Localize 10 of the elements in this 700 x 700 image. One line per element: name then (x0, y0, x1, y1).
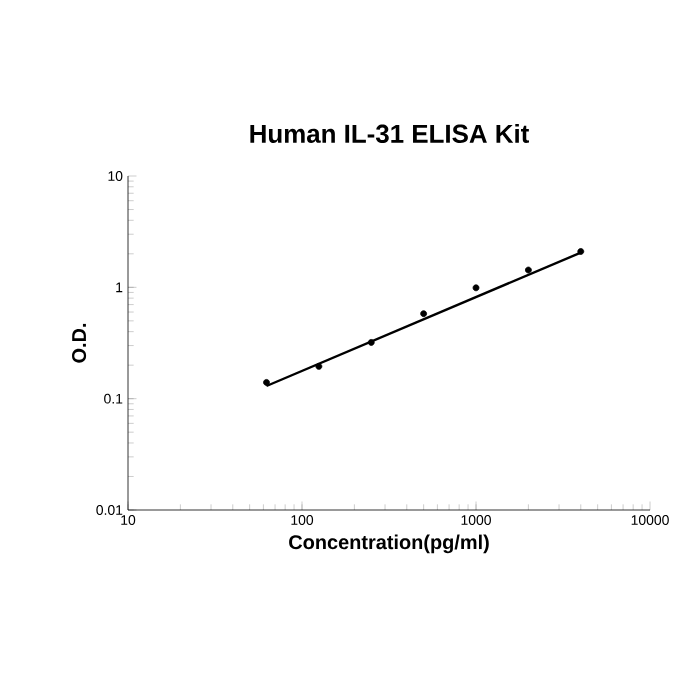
x-axis-title: Concentration(pg/ml) (289, 534, 489, 554)
point (472, 284, 480, 292)
point (263, 379, 270, 386)
point (420, 310, 428, 318)
point (577, 248, 585, 255)
chart-title: Human IL-31 ELISA Kit (250, 123, 530, 143)
point (315, 362, 323, 370)
point (367, 339, 375, 346)
y-axis-title: O.D. (72, 323, 87, 363)
point (525, 266, 532, 274)
